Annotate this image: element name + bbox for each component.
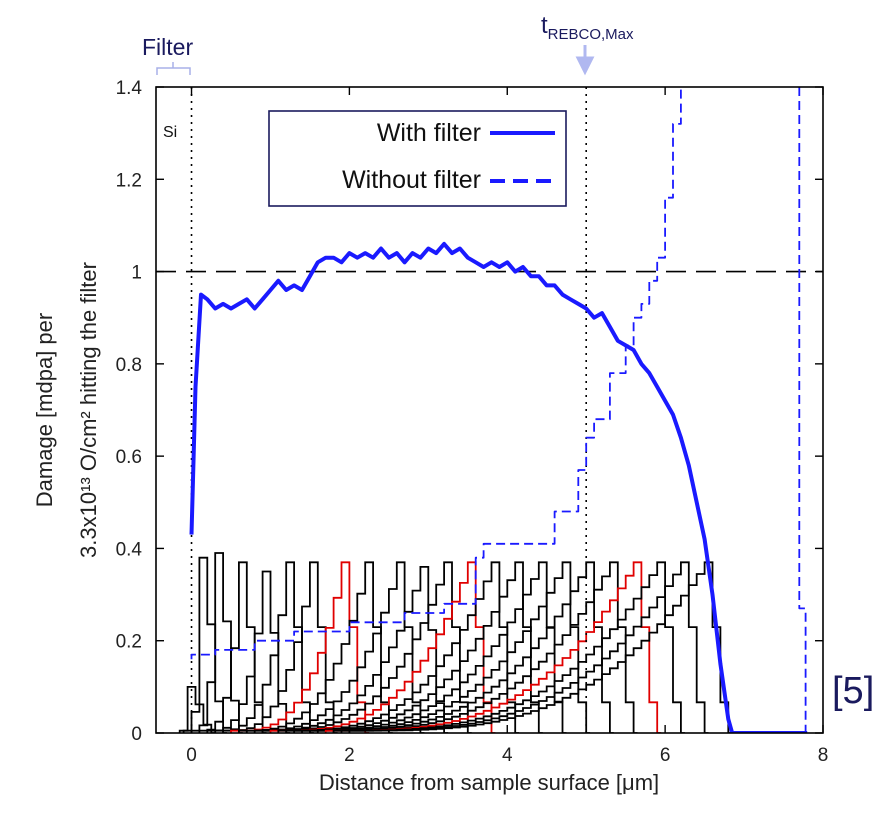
reference-marker: [5] [832,670,874,712]
legend-label-without-filter: Without filter [342,166,481,194]
y-tick-label: 0.6 [116,447,142,468]
axes-frame [155,86,824,734]
filter-bracket [156,62,191,75]
legend-label-with-filter: With filter [377,119,481,147]
y-tick-label: 1 [131,263,142,284]
step-profile-4 [198,561,267,733]
series-without-filter-tail [798,87,807,733]
y-tick-label: 0.8 [116,355,142,376]
legend-box [268,110,567,207]
y-tick-label: 0.4 [116,539,143,560]
trebco-subscript: REBCO,Max [548,26,634,43]
series-without-filter [190,87,682,660]
y-tick-label: 0 [131,724,142,745]
step-profiles [178,552,733,733]
trebco-label: tREBCO,Max [541,12,634,43]
series-with-filter [189,241,808,733]
y-tick-label: 0.2 [116,632,142,653]
filter-label: Filter [142,34,193,60]
series-layer [189,87,808,733]
y-axis-label-line1: Damage [mdpa] per [32,313,57,507]
trebco-main: t [541,12,548,39]
y-tick-label: 1.4 [116,78,143,99]
step-profile-23 [348,561,733,733]
si-label: Si [163,124,177,141]
x-tick-label: 6 [660,745,671,766]
y-tick-label: 1.2 [116,170,142,191]
trebco-arrow [575,45,595,76]
x-tick-label: 2 [344,745,355,766]
y-axis-label-line2: 3.3x10¹³ O/cm² hitting the filter [76,262,101,558]
x-tick-label: 8 [818,745,829,766]
step-profile-3 [190,552,243,733]
x-tick-label: 4 [502,745,513,766]
x-tick-label: 0 [186,745,197,766]
axis-ticks [156,86,824,734]
x-axis-label: Distance from sample surface [μm] [319,770,659,795]
